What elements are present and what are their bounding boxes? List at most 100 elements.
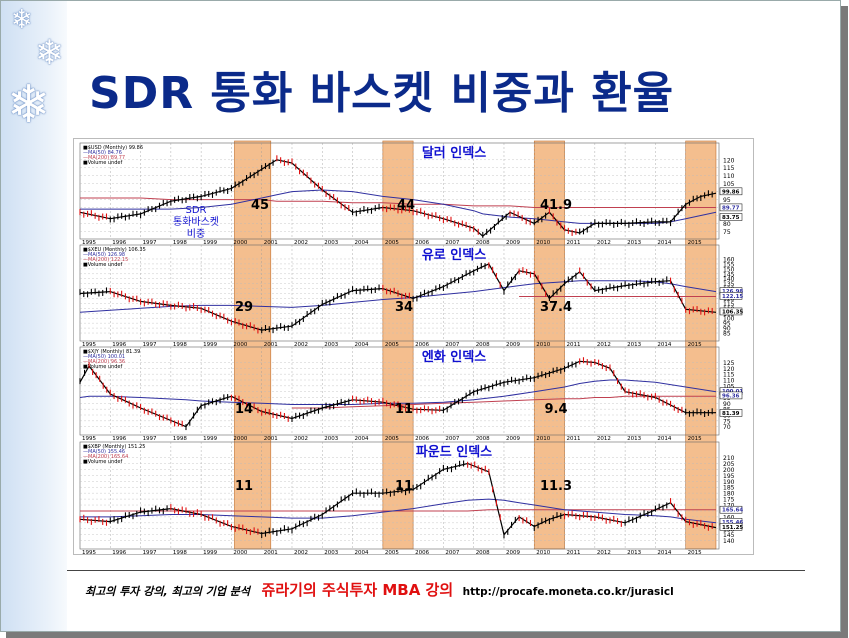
- last-value-label: 83.75: [722, 215, 740, 221]
- last-value-label: 81.39: [722, 411, 740, 417]
- last-value-label: 99.86: [722, 189, 740, 195]
- x-tick-label: 2014: [657, 240, 671, 246]
- y-tick-label: 115: [723, 372, 735, 379]
- legend-entry: —MA(50) 155.46: [83, 449, 125, 455]
- last-value-box: [719, 523, 743, 531]
- sdr-weight-label: 11: [395, 479, 413, 494]
- y-tick-label: 140: [723, 538, 735, 545]
- y-tick-label: 85: [723, 331, 731, 338]
- ma200-line: [292, 395, 716, 409]
- y-tick-label: 145: [723, 532, 735, 539]
- x-tick-label: 2012: [597, 342, 611, 348]
- y-tick-label: 70: [723, 424, 731, 431]
- snowflake-icon: ❄: [11, 5, 33, 35]
- y-tick-label: 95: [723, 321, 731, 328]
- last-value-label: 106.35: [722, 309, 743, 315]
- legend-entry: —MA(200) 89.77: [83, 155, 125, 161]
- ma200-line: [80, 197, 716, 208]
- y-tick-label: 150: [723, 266, 735, 273]
- x-tick-label: 2001: [264, 240, 278, 246]
- ma200-line: [80, 509, 716, 512]
- annotation-note: 비중: [187, 228, 205, 240]
- x-tick-label: 2002: [294, 550, 308, 554]
- x-tick-label: 2001: [264, 550, 278, 554]
- x-tick-label: 2012: [597, 240, 611, 246]
- panel-title: 엔화 인덱스: [422, 349, 486, 365]
- panel-title: 파운드 인덱스: [416, 444, 492, 460]
- slide-title: SDR 통화 바스켓 비중과 환율: [89, 68, 675, 119]
- x-tick-label: 2010: [536, 436, 550, 442]
- x-tick-label: 2001: [264, 342, 278, 348]
- x-tick-label: 2006: [415, 436, 429, 442]
- last-value-box: [719, 391, 743, 400]
- sdr-weight-label: 44: [397, 198, 415, 213]
- y-tick-label: 160: [723, 256, 735, 263]
- y-tick-label: 185: [723, 485, 735, 492]
- x-tick-label: 2007: [445, 342, 459, 348]
- x-tick-label: 2015: [688, 550, 702, 554]
- last-value-box: [719, 292, 743, 300]
- sdr-weight-label: 29: [235, 300, 253, 315]
- y-tick-label: 200: [723, 467, 735, 474]
- y-tick-label: 90: [723, 401, 731, 408]
- annotation-note: 통화바스켓: [173, 216, 219, 228]
- legend-entry: —MA(50) 84.76: [83, 150, 122, 156]
- x-tick-label: 2013: [627, 436, 641, 442]
- x-tick-label: 2000: [233, 436, 247, 442]
- legend-entry: ■$XJY (Monthly) 81.39: [83, 349, 140, 355]
- y-tick-label: 190: [723, 479, 735, 486]
- last-value-label: 165.64: [722, 508, 743, 514]
- x-tick-label: 2015: [688, 436, 702, 442]
- legend-entry: ■Volume undef: [83, 459, 122, 465]
- x-tick-label: 1999: [203, 436, 217, 442]
- x-tick-label: 2008: [476, 240, 490, 246]
- x-tick-label: 2005: [385, 436, 399, 442]
- footer-url[interactable]: http://procafe.moneta.co.kr/jurasicl: [462, 586, 674, 598]
- legend-entry: ■$USD (Monthly) 99.86: [83, 145, 143, 151]
- ma50-line: [79, 379, 717, 405]
- x-tick-label: 1995: [82, 436, 96, 442]
- x-tick-label: 2009: [506, 240, 520, 246]
- footer-brand: 쥬라기의 주식투자 MBA 강의: [261, 581, 454, 599]
- x-tick-label: 2003: [324, 342, 338, 348]
- x-tick-label: 2013: [627, 240, 641, 246]
- x-tick-label: 2010: [536, 240, 550, 246]
- x-tick-label: 1999: [203, 342, 217, 348]
- y-tick-label: 115: [723, 301, 735, 308]
- x-tick-label: 2008: [476, 550, 490, 554]
- x-tick-label: 1996: [112, 436, 126, 442]
- last-value-label: 96.36: [722, 393, 740, 399]
- legend-entry: ■Volume undef: [83, 364, 122, 370]
- legend-entry: ■Volume undef: [83, 160, 122, 166]
- y-tick-label: 140: [723, 276, 735, 283]
- y-tick-label: 95: [723, 197, 731, 204]
- last-value-box: [719, 213, 743, 221]
- legend-entry: —MA(200) 122.15: [83, 257, 128, 263]
- x-tick-label: 2009: [506, 436, 520, 442]
- last-value-box: [719, 505, 743, 514]
- footer-divider: [67, 570, 805, 571]
- x-tick-label: 2003: [324, 550, 338, 554]
- snowflake-icon: ❄: [7, 75, 51, 135]
- sdr-weight-label: 11: [395, 402, 413, 417]
- y-tick-label: 75: [723, 229, 731, 236]
- y-tick-label: 110: [723, 378, 735, 385]
- y-tick-label: 205: [723, 461, 735, 468]
- x-tick-label: 2006: [415, 550, 429, 554]
- last-value-box: [719, 187, 743, 196]
- highlight-period: [234, 140, 272, 550]
- x-tick-label: 2009: [506, 550, 520, 554]
- panel-title: 유로 인덱스: [422, 247, 486, 263]
- sdr-weight-label: 14: [235, 402, 253, 417]
- y-tick-label: 105: [723, 181, 735, 188]
- x-tick-label: 1999: [203, 240, 217, 246]
- x-tick-label: 2002: [294, 436, 308, 442]
- x-tick-label: 1997: [143, 240, 157, 246]
- sdr-weight-label: 41.9: [540, 198, 572, 213]
- x-tick-label: 1996: [112, 342, 126, 348]
- x-tick-label: 2011: [567, 240, 581, 246]
- legend-entry: ■Volume undef: [83, 262, 122, 268]
- x-tick-label: 2004: [355, 550, 369, 554]
